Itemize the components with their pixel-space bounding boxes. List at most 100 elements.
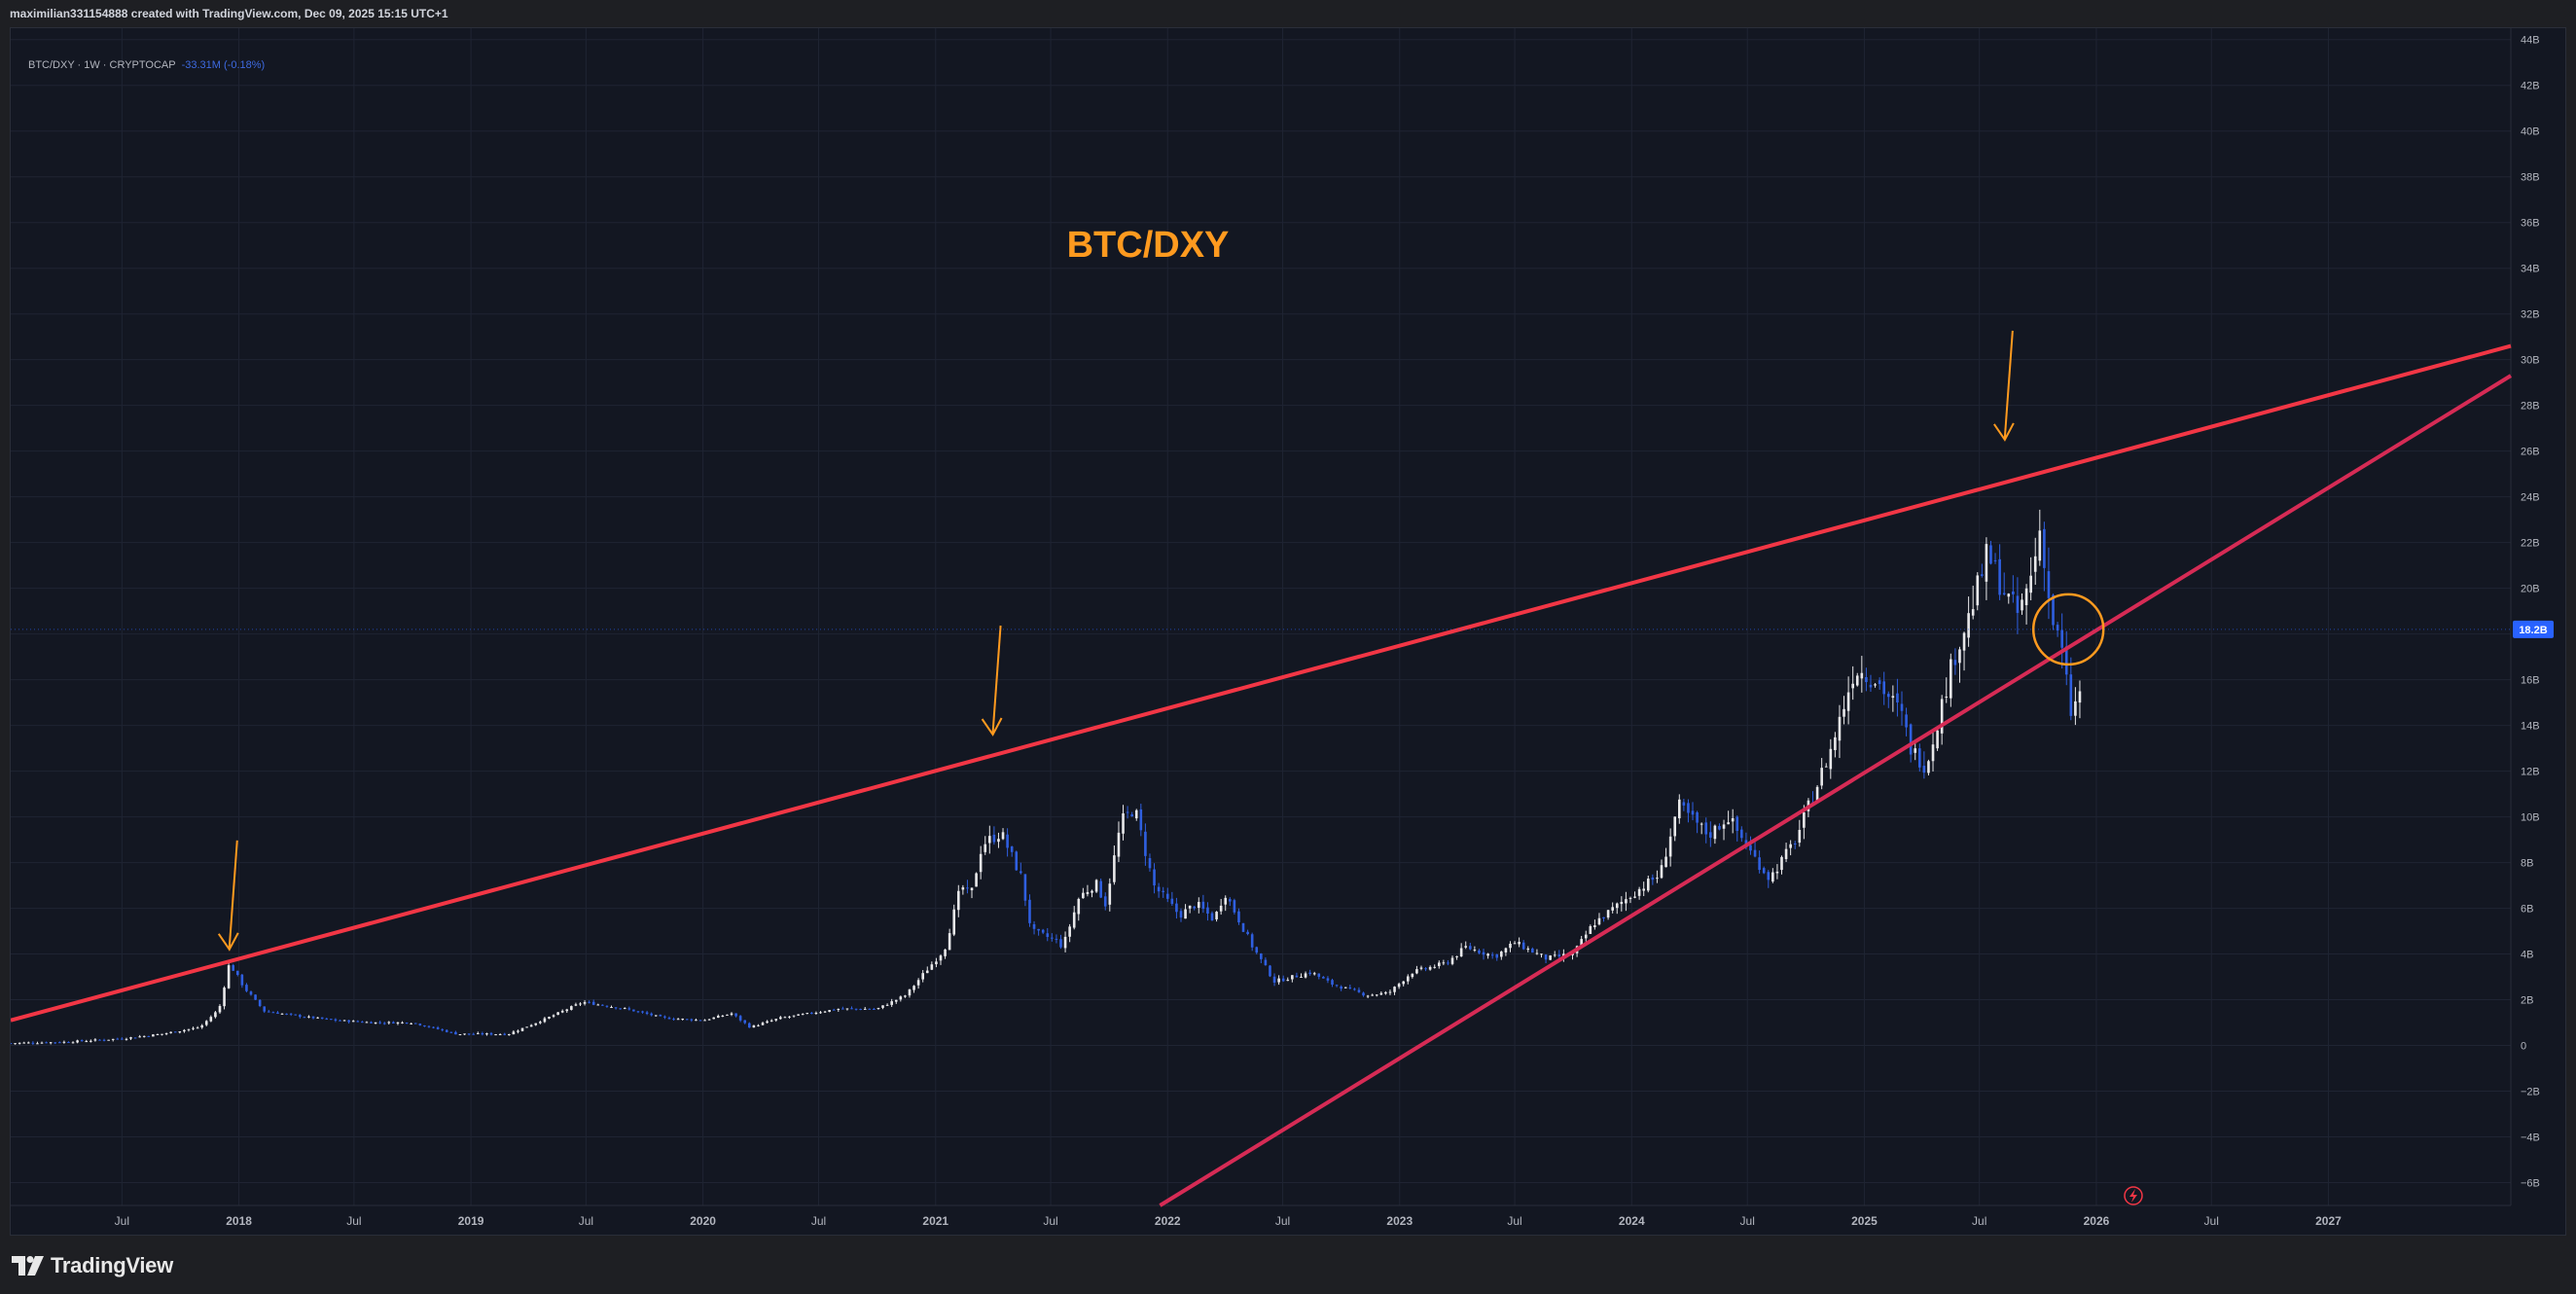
- candle-body: [125, 1038, 128, 1040]
- candle-body: [476, 1032, 480, 1034]
- annotation-arrow: [1993, 330, 2015, 442]
- candle-body: [1291, 975, 1294, 980]
- candle-body: [316, 1017, 319, 1019]
- y-tick-label: 2B: [2521, 995, 2533, 1007]
- candle-body: [1967, 613, 1970, 638]
- candle-body: [1540, 953, 1543, 955]
- candle-body: [1162, 890, 1164, 892]
- candle-body: [1130, 813, 1133, 817]
- brand-label: TradingView: [51, 1253, 173, 1277]
- candle-body: [743, 1020, 747, 1024]
- candle-body: [356, 1021, 360, 1023]
- candle-body: [85, 1041, 89, 1043]
- candle-body: [841, 1008, 844, 1010]
- lightning-icon-bolt: [2129, 1189, 2137, 1203]
- candle-body: [1241, 922, 1245, 932]
- y-tick-label: −2B: [2521, 1087, 2540, 1098]
- candle-body: [1735, 816, 1739, 831]
- candle-body: [334, 1019, 338, 1021]
- candle-body: [1615, 903, 1619, 909]
- candle-body: [1099, 881, 1102, 898]
- candle-body: [232, 965, 235, 971]
- x-tick-label: 2021: [922, 1214, 948, 1228]
- candle-body: [2056, 625, 2059, 631]
- candle-body: [249, 991, 253, 995]
- candle-body: [1651, 877, 1655, 881]
- candle-body: [1509, 943, 1512, 949]
- candle-body: [690, 1019, 694, 1021]
- candle-body: [2033, 556, 2037, 572]
- candle-body: [1072, 912, 1076, 928]
- candle-body: [579, 1003, 582, 1005]
- candle-body: [1709, 832, 1712, 838]
- candle-body: [1447, 962, 1449, 964]
- candle-body: [1762, 868, 1766, 874]
- candle-body: [1553, 954, 1556, 956]
- candle-body: [481, 1032, 484, 1035]
- candle-body: [1749, 845, 1752, 851]
- candle-body: [1691, 810, 1695, 815]
- candle-body: [1300, 976, 1303, 978]
- candle-body: [1891, 696, 1895, 699]
- candle-body: [1753, 849, 1757, 857]
- candle-body: [885, 1004, 889, 1006]
- candle-body: [1962, 632, 1966, 651]
- candle-body: [1646, 879, 1650, 891]
- candle-body: [1490, 954, 1494, 956]
- y-tick-label: 14B: [2521, 721, 2540, 733]
- lightning-icon-ring: [2124, 1186, 2143, 1205]
- candle-body: [1958, 649, 1961, 664]
- candle-body: [1989, 545, 1992, 564]
- candle-body: [663, 1016, 666, 1018]
- candle-body: [596, 1004, 600, 1006]
- candle-body: [169, 1031, 172, 1033]
- candle-body: [797, 1014, 800, 1016]
- trendline-upper: [11, 343, 2512, 1023]
- candle-body: [726, 1014, 729, 1016]
- candle-body: [1402, 981, 1405, 985]
- candle-body: [1882, 681, 1886, 695]
- candle-body: [512, 1031, 516, 1035]
- candle-body: [1482, 952, 1485, 955]
- candle-body: [1940, 699, 1944, 734]
- candle-body: [1606, 910, 1610, 918]
- candle-body: [685, 1019, 689, 1021]
- candle-body: [908, 988, 912, 996]
- candle-body: [1193, 906, 1197, 909]
- candle-body: [1077, 898, 1081, 915]
- tradingview-logo[interactable]: TradingView: [12, 1253, 173, 1277]
- candle-body: [1450, 957, 1454, 964]
- last-price-tag: [2513, 620, 2554, 638]
- candle-body: [1281, 978, 1285, 982]
- candle-body: [1277, 978, 1280, 983]
- symbol-legend[interactable]: BTC/DXY · 1W · CRYPTOCAP -33.31M (-0.18%): [28, 59, 265, 71]
- candle-body: [401, 1022, 404, 1024]
- candle-body: [1210, 913, 1214, 920]
- chart-frame[interactable]: −6B−4B−2B02B4B6B8B10B12B14B16B18B20B22B2…: [10, 27, 2566, 1236]
- candle-body: [2043, 528, 2046, 568]
- candle-body: [1625, 899, 1628, 904]
- candle-body: [712, 1017, 716, 1020]
- candle-body: [1843, 708, 1845, 717]
- candle-body: [730, 1013, 733, 1015]
- candle-body: [142, 1035, 146, 1037]
- candle-body: [1936, 730, 1939, 749]
- y-tick-label: −4B: [2521, 1132, 2540, 1144]
- candle-body: [766, 1021, 769, 1024]
- candle-body: [164, 1032, 168, 1034]
- candle-body: [716, 1016, 720, 1019]
- lightning-icon[interactable]: [2124, 1186, 2143, 1205]
- candle-body: [1602, 917, 1605, 919]
- candle-body: [832, 1009, 836, 1011]
- chart-canvas[interactable]: −6B−4B−2B02B4B6B8B10B12B14B16B18B20B22B2…: [11, 28, 2565, 1235]
- candle-body: [610, 1007, 613, 1009]
- candle-body: [1010, 846, 1014, 852]
- candle-body: [1415, 969, 1418, 974]
- candle-body: [1153, 869, 1156, 886]
- candle-body: [1998, 558, 2001, 595]
- candle-body: [1295, 975, 1299, 978]
- candle-body: [303, 1017, 306, 1019]
- footer: [0, 1236, 2576, 1294]
- candle-body: [1264, 959, 1268, 965]
- candle-body: [1419, 967, 1423, 969]
